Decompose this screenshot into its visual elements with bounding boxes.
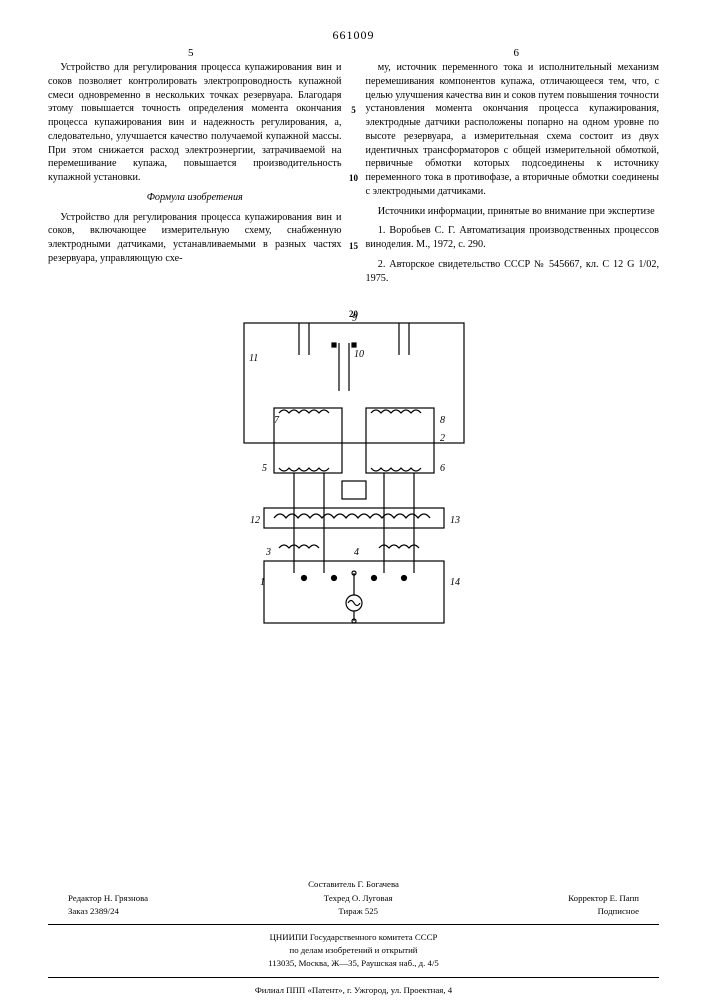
footer-addr: 113035, Москва, Ж—35, Раушская наб., д. …	[48, 957, 659, 970]
paragraph: 2. Авторское свидетельство СССР № 545667…	[366, 258, 660, 286]
paragraph: Устройство для регулирования процесса ку…	[48, 61, 342, 185]
paragraph: 1. Воробьев С. Г. Автоматизация производ…	[366, 224, 660, 252]
page-number-right: 6	[514, 47, 520, 59]
page: 661009 5 6 5 10 15 20 Устройство для рег…	[0, 0, 707, 997]
fig-label: 11	[249, 353, 258, 364]
paragraph: Источники информации, принятые во вниман…	[366, 205, 660, 219]
footer-row: Заказ 2389/24 Тираж 525 Подписное	[48, 905, 659, 918]
fig-label: 8	[440, 415, 445, 426]
footer-filial: Филиал ППП «Патент», г. Ужгород, ул. Про…	[48, 984, 659, 997]
schematic-svg: 9 11 10 7 8 5 6 2 12 13 3 4 1 14	[204, 313, 504, 643]
page-number-left: 5	[188, 47, 194, 59]
footer-sign: Подписное	[598, 905, 639, 918]
line-marker: 20	[345, 309, 363, 319]
left-column: Устройство для регулирования процесса ку…	[48, 61, 342, 291]
right-column: му, источник переменного тока и исполнит…	[366, 61, 660, 291]
fig-label: 2	[440, 433, 445, 444]
footer-compiler: Составитель Г. Богачева	[48, 878, 659, 891]
footer-corrector: Корректор Е. Папп	[568, 892, 639, 905]
footer-tech: Техред О. Луговая	[324, 892, 393, 905]
paragraph: му, источник переменного тока и исполнит…	[366, 61, 660, 199]
content-area: 5 6 5 10 15 20 Устройство для регулирова…	[48, 61, 659, 291]
line-marker: 15	[345, 241, 363, 251]
fig-label: 14	[450, 577, 460, 588]
footer-row: Редактор Н. Грязнова Техред О. Луговая К…	[48, 892, 659, 905]
figure-diagram: 9 11 10 7 8 5 6 2 12 13 3 4 1 14	[204, 313, 504, 648]
footer-org: ЦНИИПИ Государственного комитета СССР	[48, 931, 659, 944]
line-marker: 5	[345, 105, 363, 115]
fig-label: 3	[265, 547, 271, 558]
paragraph: Устройство для регулирования процесса ку…	[48, 211, 342, 266]
fig-label: 5	[262, 463, 267, 474]
fig-label: 4	[354, 547, 359, 558]
fig-label: 12	[250, 515, 260, 526]
footer-editor: Редактор Н. Грязнова	[68, 892, 148, 905]
document-number: 661009	[48, 28, 659, 43]
fig-label: 10	[354, 349, 364, 360]
line-marker: 10	[345, 173, 363, 183]
footer-tirazh: Тираж 525	[338, 905, 378, 918]
footer: Составитель Г. Богачева Редактор Н. Гряз…	[48, 878, 659, 996]
fig-label: 13	[450, 515, 460, 526]
fig-label: 6	[440, 463, 445, 474]
footer-org2: по делам изобретений и открытий	[48, 944, 659, 957]
fig-label: 1	[260, 577, 265, 588]
formula-title: Формула изобретения	[48, 191, 342, 205]
fig-label: 7	[274, 415, 280, 426]
footer-order: Заказ 2389/24	[68, 905, 119, 918]
